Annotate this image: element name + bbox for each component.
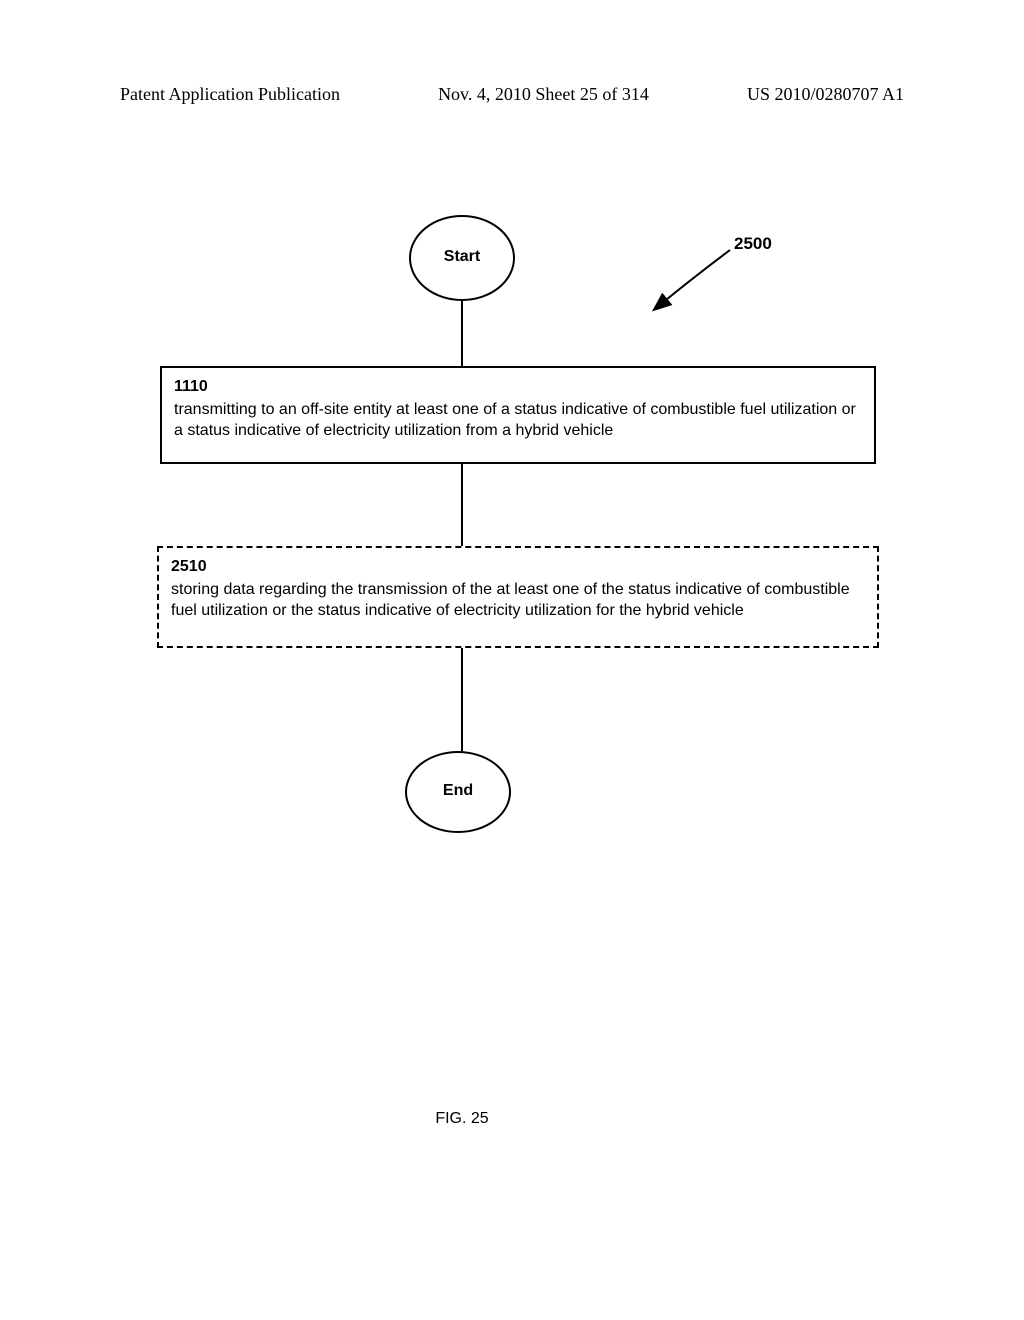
step-2510-text: storing data regarding the transmission … xyxy=(171,581,850,619)
step-2510: 2510 storing data regarding the transmis… xyxy=(157,546,879,648)
start-label: Start xyxy=(438,248,486,266)
ref-arrow xyxy=(655,250,730,309)
step-2510-number: 2510 xyxy=(171,556,865,577)
patent-page: Patent Application Publication Nov. 4, 2… xyxy=(0,0,1024,1320)
diagram-ref-number: 2500 xyxy=(734,234,772,254)
step-1110-number: 1110 xyxy=(174,376,862,397)
end-label: End xyxy=(438,782,478,800)
figure-caption: FIG. 25 xyxy=(362,1110,562,1128)
step-1110-text: transmitting to an off-site entity at le… xyxy=(174,401,856,439)
header-left: Patent Application Publication xyxy=(120,84,340,105)
step-1110: 1110 transmitting to an off-site entity … xyxy=(160,366,876,464)
page-header: Patent Application Publication Nov. 4, 2… xyxy=(120,84,904,105)
header-center: Nov. 4, 2010 Sheet 25 of 314 xyxy=(438,84,649,105)
header-right: US 2010/0280707 A1 xyxy=(747,84,904,105)
